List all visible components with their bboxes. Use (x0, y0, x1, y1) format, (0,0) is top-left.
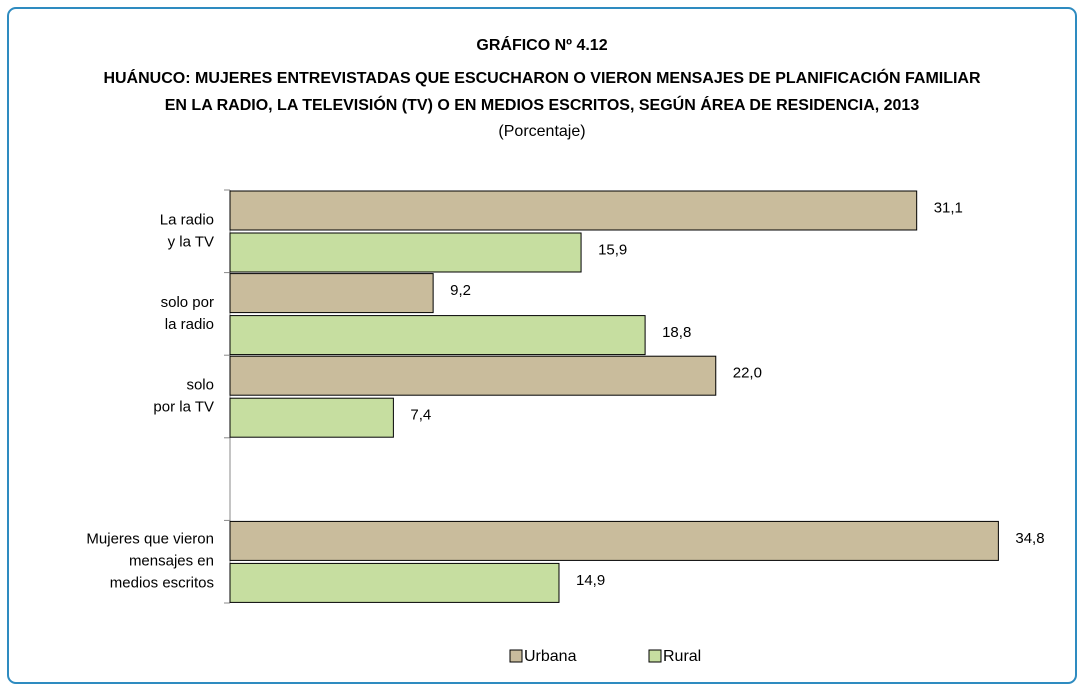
y-tick-label: La radio (160, 211, 214, 228)
value-label: 34,8 (1015, 530, 1044, 547)
y-tick-label: solo por (161, 294, 214, 311)
bar (229, 397, 394, 438)
chart-subtitle: HUÁNUCO: MUJERES ENTREVISTADAS QUE ESCUC… (103, 68, 981, 87)
legend-label: Urbana (524, 648, 577, 665)
unit-note: (Porcentaje) (498, 123, 585, 140)
value-label: 7,4 (410, 407, 431, 424)
legend-swatch (648, 649, 662, 663)
value-label: 31,1 (934, 199, 963, 216)
y-tick-label: y la TV (168, 233, 214, 250)
legend-label: Rural (663, 648, 701, 665)
legend-swatch (509, 649, 523, 663)
y-tick-label: Mujeres que vieron (86, 531, 214, 548)
bar (229, 315, 646, 356)
bar (229, 273, 434, 314)
bar (229, 232, 582, 273)
bar (229, 562, 560, 603)
bar (229, 355, 717, 396)
y-tick-label: medios escritos (110, 575, 214, 592)
y-tick-label: por la TV (153, 398, 214, 415)
bar (229, 190, 918, 231)
y-tick-label: solo (186, 376, 214, 393)
value-label: 14,9 (576, 572, 605, 589)
bar (229, 520, 999, 561)
chart-subtitle: EN LA RADIO, LA TELEVISIÓN (TV) O EN MED… (165, 95, 920, 114)
value-label: 22,0 (733, 365, 762, 382)
chart-title: GRÁFICO Nº 4.12 (476, 35, 607, 54)
value-label: 18,8 (662, 324, 691, 341)
value-label: 15,9 (598, 241, 627, 258)
y-tick-label: la radio (165, 316, 214, 333)
y-tick-label: mensajes en (129, 553, 214, 570)
value-label: 9,2 (450, 282, 471, 299)
